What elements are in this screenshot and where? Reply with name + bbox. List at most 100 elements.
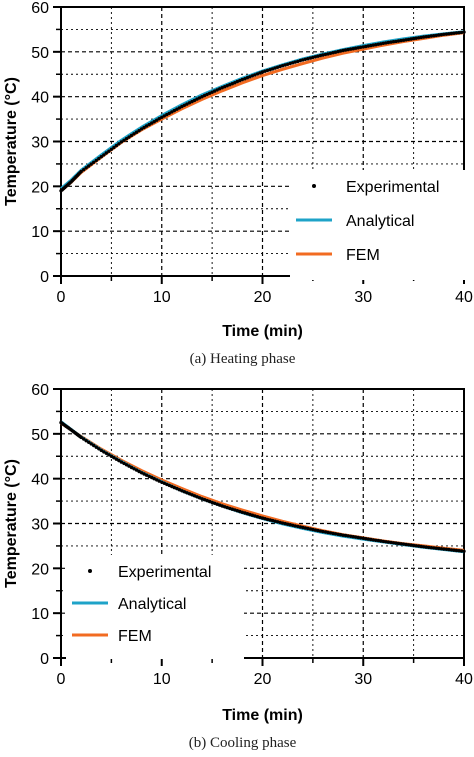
- series-line-analytical: [60, 30, 465, 190]
- data-point: [185, 491, 189, 495]
- data-point: [434, 546, 438, 550]
- data-point: [102, 450, 106, 454]
- data-point: [112, 456, 116, 460]
- data-point: [447, 547, 451, 552]
- data-point: [92, 160, 96, 164]
- data-point: [124, 137, 129, 141]
- data-point: [364, 537, 368, 541]
- data-point: [401, 542, 406, 546]
- data-point: [449, 31, 454, 36]
- x-tick-label: 40: [455, 289, 473, 306]
- data-point: [406, 543, 411, 547]
- legend-background: [66, 555, 244, 659]
- legend-label-analytical: Analytical: [346, 213, 414, 230]
- legend-label-experimental: Experimental: [118, 564, 211, 581]
- data-point: [280, 63, 285, 68]
- data-point: [404, 542, 408, 547]
- y-tick-label: 0: [40, 269, 49, 286]
- data-point: [422, 545, 426, 549]
- data-point: [240, 77, 244, 82]
- data-point: [240, 510, 244, 514]
- series-points-experimental: [59, 30, 466, 193]
- data-point: [359, 45, 363, 49]
- data-point: [225, 505, 229, 510]
- data-point: [432, 546, 436, 550]
- data-point: [114, 457, 119, 461]
- data-point: [137, 128, 141, 133]
- data-point: [366, 44, 370, 48]
- data-point: [212, 501, 217, 505]
- data-point: [406, 37, 411, 42]
- data-point: [333, 50, 338, 54]
- data-point: [172, 108, 176, 113]
- data-point: [87, 440, 91, 444]
- data-point: [386, 540, 391, 544]
- data-point: [396, 541, 401, 546]
- legend-label-fem: FEM: [346, 247, 380, 264]
- data-point: [225, 84, 229, 88]
- data-point: [321, 529, 325, 534]
- figure-caption: (a) Heating phase: [190, 351, 296, 367]
- x-axis-label: Time (min): [222, 707, 303, 724]
- data-point: [454, 31, 459, 35]
- data-point: [134, 468, 139, 472]
- data-point: [200, 497, 204, 501]
- data-point: [109, 147, 114, 151]
- heating-phase-chart: 0 10 20 30 40 0 10 20 30 40 50 60 Time (min) Temperat…: [3, 0, 473, 367]
- data-point: [142, 125, 146, 130]
- data-point: [351, 535, 355, 539]
- data-point: [409, 37, 413, 41]
- x-tick-label: 10: [153, 289, 171, 306]
- data-point: [354, 46, 358, 50]
- legend-marker-experimental: [88, 569, 92, 573]
- data-point: [462, 30, 466, 34]
- y-tick-label: 40: [31, 90, 49, 107]
- data-point: [343, 533, 348, 538]
- data-point: [417, 36, 421, 40]
- y-axis-label: Temperature (°C): [3, 77, 20, 206]
- data-point: [434, 33, 438, 38]
- data-point: [343, 48, 348, 52]
- data-point: [414, 544, 418, 548]
- data-point: [112, 145, 116, 150]
- data-point: [349, 47, 353, 51]
- data-point: [185, 102, 189, 106]
- data-point: [439, 33, 443, 37]
- data-point: [160, 115, 164, 120]
- data-point: [253, 73, 257, 77]
- data-point: [162, 114, 166, 118]
- y-tick-label: 10: [31, 224, 49, 241]
- data-point: [99, 448, 104, 453]
- data-point: [422, 35, 426, 39]
- data-point: [399, 38, 403, 43]
- data-point: [462, 549, 466, 553]
- data-point: [371, 43, 375, 47]
- data-point: [124, 463, 129, 467]
- legend-label-analytical: Analytical: [118, 596, 186, 613]
- data-point: [117, 142, 121, 146]
- data-point: [102, 153, 106, 157]
- y-tick-label: 60: [31, 0, 49, 17]
- data-point: [432, 34, 436, 38]
- data-point: [429, 34, 433, 38]
- data-point: [94, 158, 99, 163]
- x-tick-label: 0: [57, 671, 66, 688]
- series-points-experimental: [59, 420, 466, 553]
- data-point: [396, 39, 401, 43]
- data-point: [341, 533, 345, 537]
- y-tick-label: 20: [31, 179, 49, 196]
- data-point: [374, 43, 378, 47]
- data-point: [122, 138, 126, 142]
- x-tick-label: 30: [354, 671, 372, 688]
- data-point: [175, 107, 179, 111]
- data-point: [452, 31, 456, 35]
- data-point: [369, 537, 373, 542]
- data-point: [306, 526, 310, 531]
- legend-background: [290, 170, 468, 280]
- x-axis-label: Time (min): [222, 323, 303, 340]
- data-point: [265, 517, 270, 522]
- data-point: [104, 151, 109, 155]
- data-point: [391, 541, 396, 545]
- y-tick-label: 10: [31, 606, 49, 623]
